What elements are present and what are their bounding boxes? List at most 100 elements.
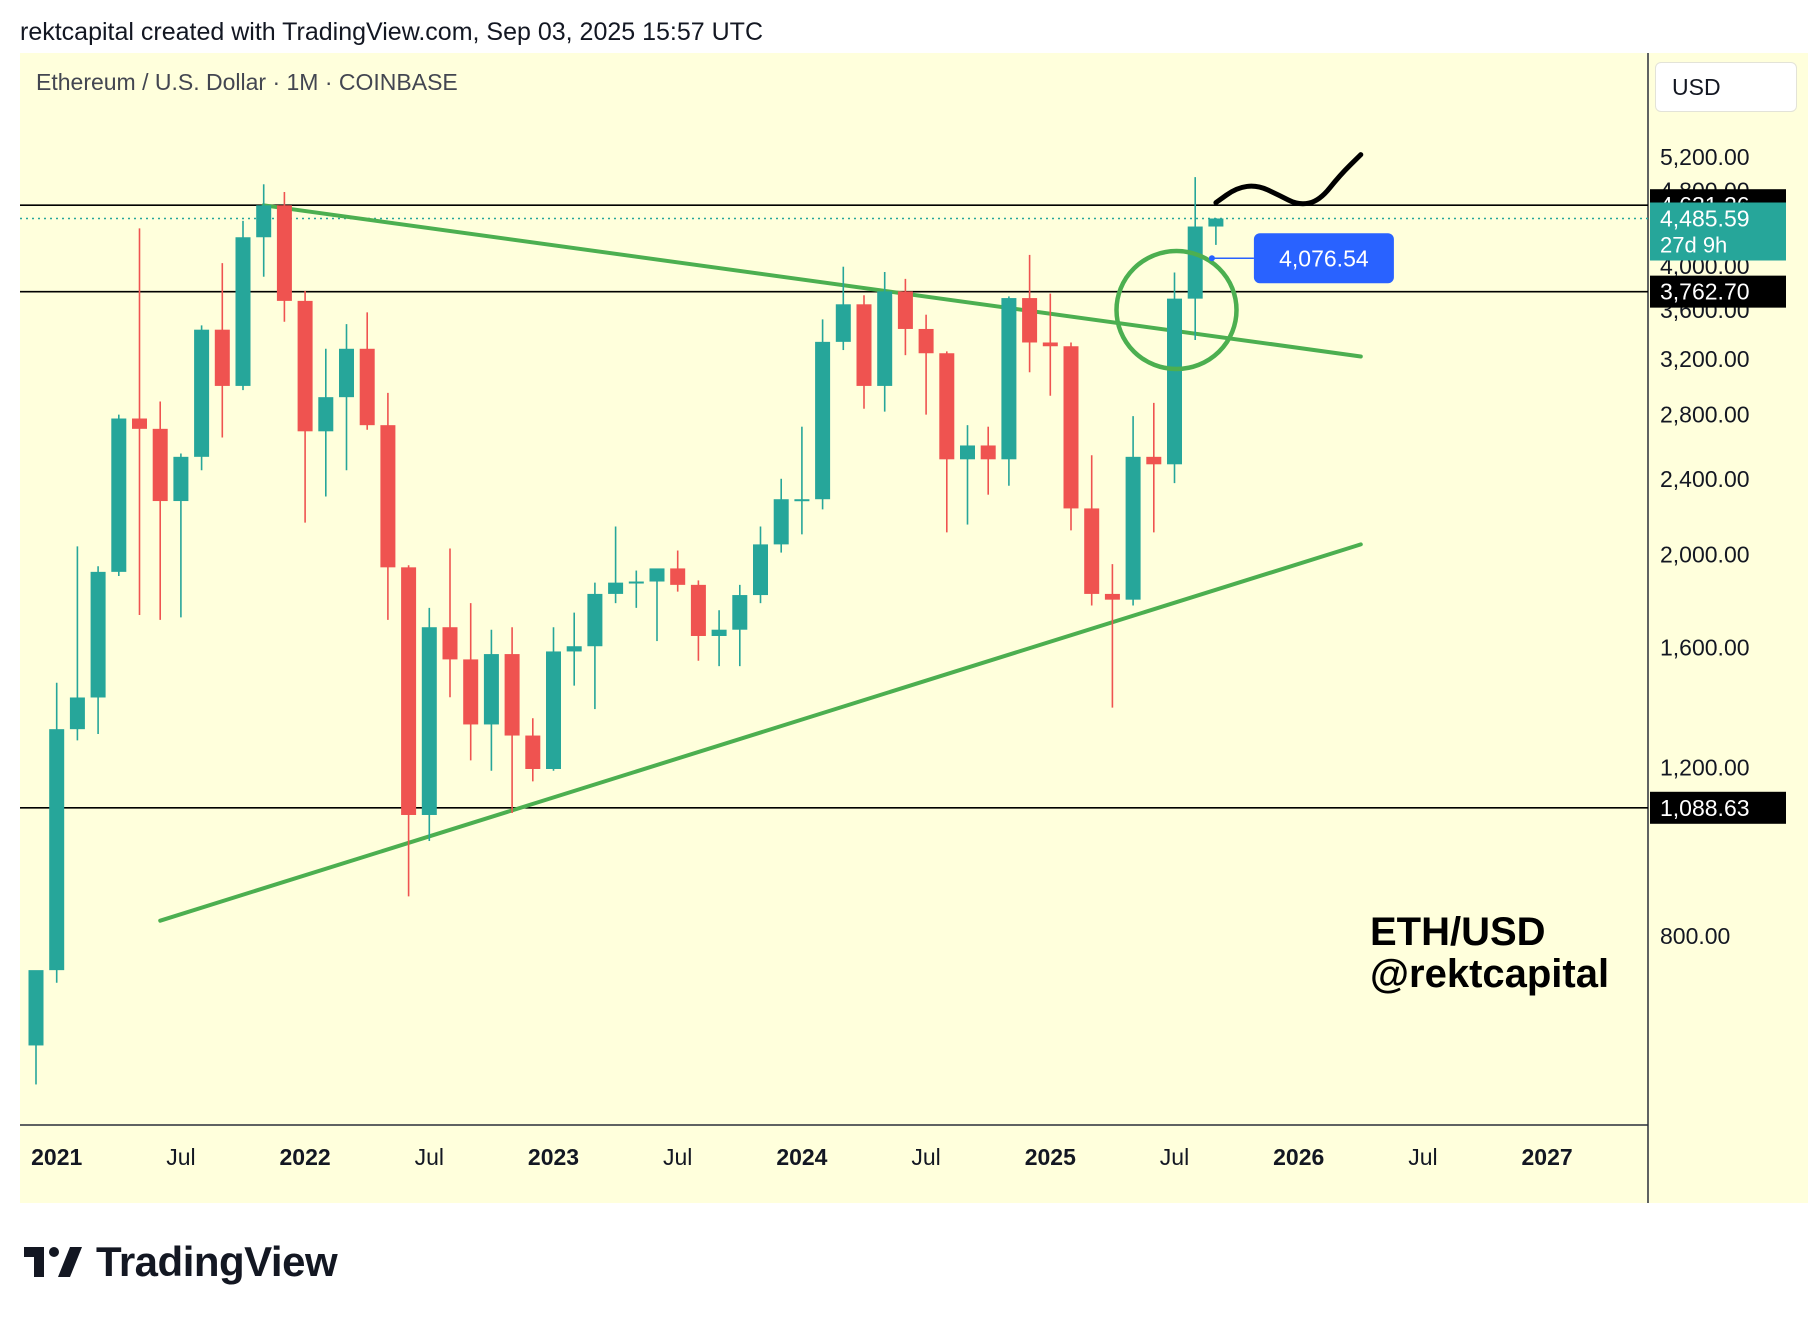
callout-box	[1253, 233, 1394, 284]
candle-2022-06	[401, 565, 417, 897]
candle-body	[587, 593, 603, 647]
candle-body	[90, 571, 106, 698]
level-label: 1,088.63	[1660, 795, 1750, 821]
candle-body	[483, 654, 499, 725]
tradingview-logo-icon	[24, 1247, 82, 1277]
watermark-line-2: @rektcapital	[1370, 952, 1609, 996]
candle-2022-05	[380, 392, 396, 620]
y-tick-label: 5,200.00	[1660, 144, 1750, 170]
candle-body	[1146, 456, 1162, 465]
candle-body	[960, 445, 975, 460]
candle-body	[173, 456, 189, 502]
currency-label: USD	[1672, 73, 1721, 100]
candlesticks	[28, 177, 1224, 1085]
candle-2024-10	[980, 426, 996, 495]
candle-body	[504, 654, 520, 736]
candle-body	[1063, 346, 1079, 509]
candle-2021-03	[90, 566, 106, 734]
x-tick-label: Jul	[1408, 1144, 1437, 1170]
candle-2023-04	[608, 526, 624, 604]
price-chart[interactable]: Ethereum / U.S. Dollar · 1M · COINBASE 4…	[20, 53, 1808, 1203]
candle-body	[28, 970, 44, 1046]
candle-body	[525, 735, 541, 769]
candle-body	[1001, 298, 1017, 460]
candle-body	[546, 651, 561, 769]
candle-2022-07	[421, 607, 437, 842]
candle-body	[608, 582, 624, 594]
candle-body	[856, 304, 872, 386]
candle-2022-02	[318, 348, 334, 497]
y-tick-label: 2,800.00	[1660, 402, 1750, 428]
candle-body	[732, 595, 748, 630]
candle-body	[132, 418, 147, 429]
candle-2024-06	[897, 278, 913, 356]
candle-body	[318, 397, 334, 432]
level-label: 3,762.70	[1660, 279, 1750, 305]
candle-2024-11	[1001, 296, 1017, 486]
candle-2025-07	[1167, 272, 1182, 484]
candle-2023-07	[670, 550, 686, 592]
candle-body	[1104, 593, 1120, 600]
candle-body	[1022, 298, 1038, 343]
candle-body	[877, 291, 893, 386]
highlight-circle	[1114, 248, 1239, 372]
candle-2022-04	[359, 312, 375, 430]
x-tick-label: 2026	[1273, 1144, 1324, 1170]
candle-body	[297, 300, 313, 432]
last-price-box	[1650, 202, 1786, 261]
x-tick-label: Jul	[166, 1144, 195, 1170]
x-tick-label: 2023	[528, 1144, 579, 1170]
candle-body	[1084, 508, 1100, 594]
candle-2023-03	[587, 582, 603, 710]
candle-body	[566, 646, 582, 652]
candle-body	[628, 581, 644, 584]
candle-body	[339, 348, 354, 398]
candle-body	[711, 629, 727, 636]
y-tick-label: 2,000.00	[1660, 542, 1750, 568]
y-tick-label: 800.00	[1660, 923, 1730, 949]
candle-body	[649, 568, 665, 582]
candle-body	[897, 291, 913, 329]
candle-body	[1042, 342, 1058, 347]
currency-selector[interactable]: USD	[1655, 62, 1797, 112]
candle-2021-12	[276, 192, 292, 322]
candle-body	[835, 304, 851, 342]
candle-2023-09	[711, 610, 727, 667]
candle-2023-08	[690, 580, 706, 661]
candle-2024-08	[939, 351, 955, 533]
watermark-line-1: ETH/USD	[1370, 910, 1546, 954]
candle-2022-12	[525, 718, 541, 782]
chart-background	[20, 53, 1808, 1203]
candle-2023-01	[546, 627, 561, 771]
candle-body	[1187, 226, 1203, 299]
candle-body	[773, 499, 789, 545]
x-tick-label: Jul	[663, 1144, 692, 1170]
candle-2024-01	[794, 426, 810, 535]
candle-2022-01	[297, 290, 313, 523]
candle-2021-10	[235, 220, 251, 391]
candle-2024-07	[918, 314, 934, 415]
chart-frame[interactable]: Ethereum / U.S. Dollar · 1M · COINBASE 4…	[20, 53, 1808, 1203]
last-price-countdown: 27d 9h	[1660, 233, 1727, 258]
tradingview-logo[interactable]: TradingView	[24, 1238, 338, 1286]
candle-body	[194, 329, 210, 457]
candle-2025-08	[1187, 177, 1203, 340]
tradingview-wordmark: TradingView	[96, 1238, 338, 1285]
x-tick-label: Jul	[1160, 1144, 1189, 1170]
x-tick-label: 2027	[1522, 1144, 1573, 1170]
time-axis: 2021 Jul 2022 Jul 2023 Jul 2024 Jul 2025 Jul 2026 J…	[31, 1144, 1573, 1170]
candle-body	[276, 205, 292, 301]
candle-2022-09	[463, 603, 479, 761]
x-tick-label: Jul	[911, 1144, 940, 1170]
candle-body	[111, 418, 127, 572]
candle-2025-02	[1063, 342, 1079, 531]
candle-2022-11	[504, 627, 520, 814]
candle-2023-10	[732, 584, 748, 667]
candle-2024-02	[815, 319, 831, 510]
candle-body	[235, 237, 251, 386]
x-tick-label: Jul	[415, 1144, 444, 1170]
chart-title: Ethereum / U.S. Dollar · 1M · COINBASE	[36, 69, 458, 95]
candle-2021-08	[194, 325, 210, 471]
candle-body	[359, 348, 375, 426]
candle-body	[794, 499, 810, 502]
